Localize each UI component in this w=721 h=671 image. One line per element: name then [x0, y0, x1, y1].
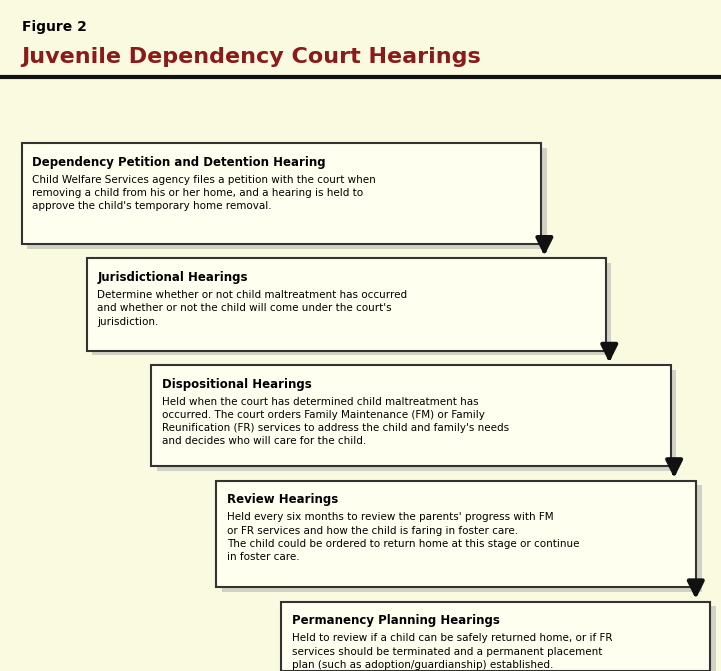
Text: Figure 2: Figure 2 — [22, 20, 87, 34]
Text: Dispositional Hearings: Dispositional Hearings — [162, 378, 312, 391]
FancyBboxPatch shape — [92, 263, 611, 356]
Text: Jurisdictional Hearings: Jurisdictional Hearings — [97, 271, 248, 284]
FancyBboxPatch shape — [216, 480, 696, 587]
FancyBboxPatch shape — [281, 602, 710, 671]
FancyBboxPatch shape — [287, 607, 716, 671]
Text: Child Welfare Services agency files a petition with the court when
removing a ch: Child Welfare Services agency files a pe… — [32, 174, 376, 211]
Text: Held when the court has determined child maltreatment has
occurred. The court or: Held when the court has determined child… — [162, 397, 509, 446]
Text: Review Hearings: Review Hearings — [227, 493, 338, 506]
Text: Permanency Planning Hearings: Permanency Planning Hearings — [292, 615, 500, 627]
Text: Held to review if a child can be safely returned home, or if FR
services should : Held to review if a child can be safely … — [292, 633, 613, 670]
FancyBboxPatch shape — [22, 143, 541, 244]
Text: Determine whether or not child maltreatment has occurred
and whether or not the : Determine whether or not child maltreatm… — [97, 290, 407, 327]
Text: Juvenile Dependency Court Hearings: Juvenile Dependency Court Hearings — [22, 47, 482, 67]
Text: Held every six months to review the parents' progress with FM
or FR services and: Held every six months to review the pare… — [227, 513, 580, 562]
FancyBboxPatch shape — [27, 148, 547, 248]
FancyBboxPatch shape — [157, 370, 676, 471]
FancyBboxPatch shape — [87, 258, 606, 351]
Text: Dependency Petition and Detention Hearing: Dependency Petition and Detention Hearin… — [32, 156, 326, 168]
FancyBboxPatch shape — [151, 365, 671, 466]
FancyBboxPatch shape — [222, 485, 702, 592]
